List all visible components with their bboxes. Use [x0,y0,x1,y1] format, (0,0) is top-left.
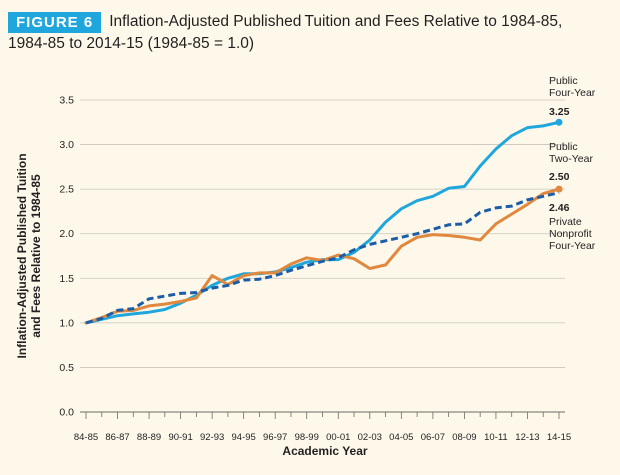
y-tick-label: 3.5 [59,95,74,107]
x-axis-label: Academic Year [282,444,368,458]
label-public-four-year: Four-Year [549,87,596,99]
series-annotations: PublicFour-Year3.25PublicTwo-Year2.50Pri… [549,75,596,252]
x-tick-label: 14-15 [547,432,571,443]
x-tick-label: 96-97 [263,432,287,443]
x-tick-label: 02-03 [358,432,382,443]
label-private-nonprofit: Nonprofit [549,228,592,240]
y-tick-label: 0.5 [59,362,74,374]
x-tick-label: 86-87 [105,432,129,443]
y-tick-label: 0.0 [59,407,74,419]
x-tick-label: 04-05 [389,432,413,443]
y-tick-label: 2.5 [59,184,74,196]
y-axis-label-line-1: Inflation-Adjusted Published Tuition [15,153,29,358]
x-tick-label: 06-07 [421,432,445,443]
x-tick-label: 08-09 [452,432,476,443]
value-public-four-year: 3.25 [549,106,570,118]
x-tick-label: 94-95 [232,432,256,443]
x-axis: 84-85 86-87 88-89 90-91 92-93 94-95 96-97 98-99… [74,411,571,443]
x-tick-label: 88-89 [137,432,161,443]
series-lines [84,118,563,325]
label-public-two-year: Two-Year [549,153,593,165]
y-axis-label-line-2: and Fees Relative to 1984-85 [29,174,43,338]
x-tick-label: 92-93 [200,432,224,443]
x-tick-label: 90-91 [168,432,192,443]
x-tick-label: 00-01 [326,432,350,443]
y-tick-label: 1.0 [59,317,74,329]
end-marker-public-four-year [555,118,563,126]
figure-title-line-2: 1984-85 to 2014-15 (1984-85 = 1.0) [8,35,255,52]
x-tick-label: 84-85 [74,432,98,443]
label-private-nonprofit: Four-Year [549,240,596,252]
grid-lines [80,99,565,413]
label-public-four-year: Public [549,75,578,87]
figure-badge: FIGURE 6 [8,12,102,33]
series-public-four-year [84,120,561,325]
y-tick-label: 1.5 [59,273,74,285]
y-axis-ticks: 0.0 0.5 1.0 1.5 2.0 2.5 3.0 3.5 [59,95,74,419]
x-tick-label: 10-11 [484,432,508,443]
figure-header: FIGURE 6 Inflation-Adjusted Published Tui… [8,12,612,55]
label-private-nonprofit: Private [549,216,582,228]
x-tick-label: 12-13 [515,432,539,443]
label-public-two-year: Public [549,141,578,153]
figure-title-line-1: Inflation-Adjusted Published Tuition and… [109,13,563,30]
end-marker-public-two-year [555,185,563,193]
value-private-nonprofit: 2.46 [549,202,570,214]
x-tick-label: 98-99 [295,432,319,443]
value-public-two-year: 2.50 [549,171,570,183]
series-private-nonprofit [85,191,560,325]
y-tick-label: 3.0 [59,139,74,151]
y-tick-label: 2.0 [59,228,74,240]
